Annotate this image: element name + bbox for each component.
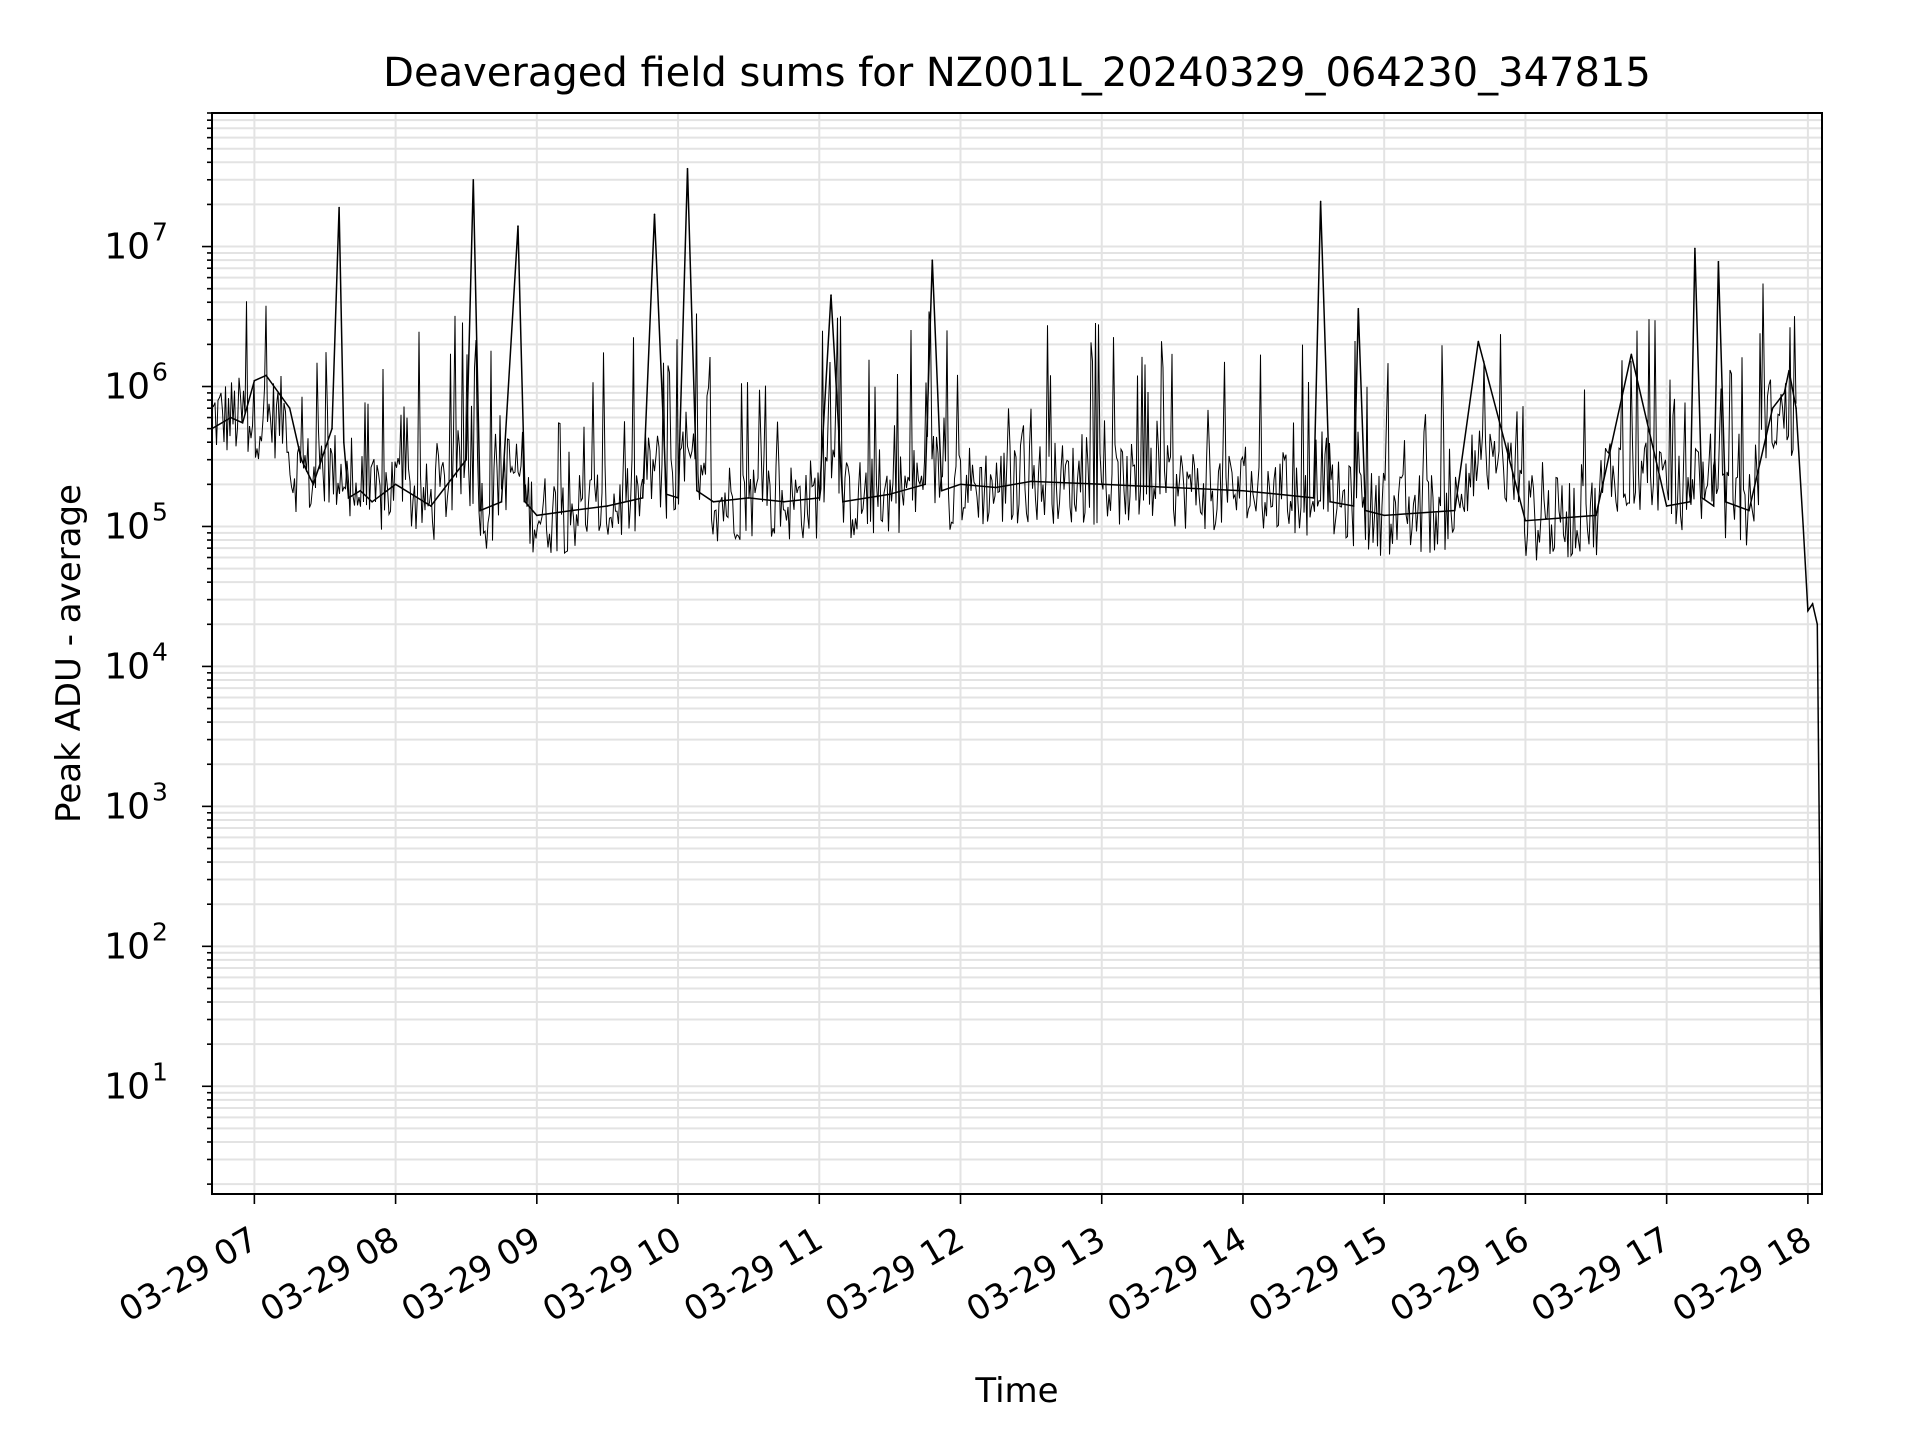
- plot-frame: [211, 112, 1823, 1195]
- data-point: [1319, 200, 1322, 203]
- y-tick-exponent: 7: [152, 218, 168, 247]
- x-tick-label: 03-29 09: [395, 1219, 547, 1330]
- data-point: [1717, 260, 1720, 263]
- data-point: [1802, 525, 1804, 528]
- y-tick-label: 10: [104, 926, 150, 967]
- y-tick-label: 10: [104, 506, 150, 547]
- y-tick-label: 10: [104, 646, 150, 687]
- chart-title: Deaveraged field sums for NZ001L_2024032…: [383, 50, 1651, 96]
- x-tick-label: 03-29 13: [960, 1219, 1112, 1330]
- x-tick-label: 03-29 16: [1384, 1219, 1536, 1330]
- data-point: [472, 178, 475, 181]
- data-point: [394, 483, 397, 486]
- data-point: [783, 501, 785, 503]
- data-point: [1242, 489, 1244, 492]
- data-point: [1477, 340, 1480, 343]
- data-point: [1712, 505, 1715, 507]
- data-point: [343, 441, 345, 444]
- data-point: [924, 483, 927, 486]
- data-point: [1312, 497, 1315, 499]
- grid-major: [212, 113, 1822, 1194]
- data-point: [1665, 505, 1668, 507]
- data-point: [641, 497, 644, 499]
- y-axis-label: Peak ADU - average: [49, 484, 89, 823]
- data-point: [1811, 603, 1814, 605]
- grid-minor: [212, 112, 1822, 1186]
- data-point: [1771, 407, 1774, 409]
- data-point: [696, 489, 698, 492]
- x-tick-label: 03-29 08: [254, 1219, 406, 1330]
- data-point: [1357, 307, 1360, 310]
- y-tick-exponent: 2: [152, 917, 168, 946]
- noise-group: [211, 283, 1797, 561]
- x-tick-label: 03-29 12: [819, 1219, 971, 1330]
- data-point: [1748, 509, 1750, 512]
- data-point: [712, 501, 715, 503]
- y-tick-label: 10: [104, 367, 150, 408]
- data-point: [686, 167, 689, 170]
- y-tick-exponent: 6: [152, 358, 168, 387]
- data-point: [517, 225, 519, 227]
- data-point: [1795, 407, 1797, 409]
- x-tick-label: 03-29 17: [1525, 1219, 1677, 1330]
- data-point: [1171, 486, 1174, 489]
- data-point: [500, 501, 503, 503]
- data-point: [1807, 609, 1809, 612]
- y-tick-exponent: 3: [152, 777, 168, 806]
- y-tick-exponent: 5: [152, 497, 168, 526]
- y-tick-label: 10: [104, 227, 150, 268]
- data-point: [1818, 861, 1821, 863]
- x-tick-label: 03-29 07: [112, 1219, 264, 1330]
- data-point: [1630, 353, 1633, 356]
- data-point: [331, 427, 333, 430]
- x-axis-label: Time: [974, 1371, 1058, 1411]
- data-point: [288, 407, 291, 409]
- x-tick-label: 03-29 10: [536, 1219, 688, 1330]
- data-point: [830, 294, 832, 296]
- data-point: [606, 505, 609, 507]
- data-point: [338, 206, 340, 209]
- data-point: [1383, 514, 1385, 517]
- x-tick-label: 03-29 11: [677, 1219, 829, 1330]
- series-noise: [211, 283, 1797, 561]
- y-tick-label: 10: [104, 786, 150, 827]
- data-point: [940, 489, 943, 492]
- x-tick-label: 03-29 15: [1242, 1219, 1394, 1330]
- data-point: [931, 259, 934, 261]
- data-point: [371, 501, 373, 503]
- y-tick-exponent: 4: [152, 637, 168, 666]
- y-tick-exponent: 1: [152, 1057, 168, 1086]
- x-tick-label: 03-29 18: [1666, 1219, 1818, 1330]
- data-point: [1329, 501, 1331, 503]
- data-point: [1277, 493, 1280, 496]
- data-point: [1524, 519, 1527, 522]
- series-line-group: [211, 167, 1823, 1143]
- data-point: [1030, 480, 1032, 483]
- x-tick-label: 03-29 14: [1101, 1219, 1253, 1330]
- data-point: [747, 497, 750, 499]
- series-line: [211, 168, 1823, 1143]
- data-point: [1694, 247, 1696, 250]
- data-point: [536, 514, 538, 517]
- data-point: [653, 213, 656, 216]
- data-point: [524, 501, 526, 503]
- data-point: [1816, 623, 1819, 626]
- y-tick-label: 10: [104, 1066, 150, 1107]
